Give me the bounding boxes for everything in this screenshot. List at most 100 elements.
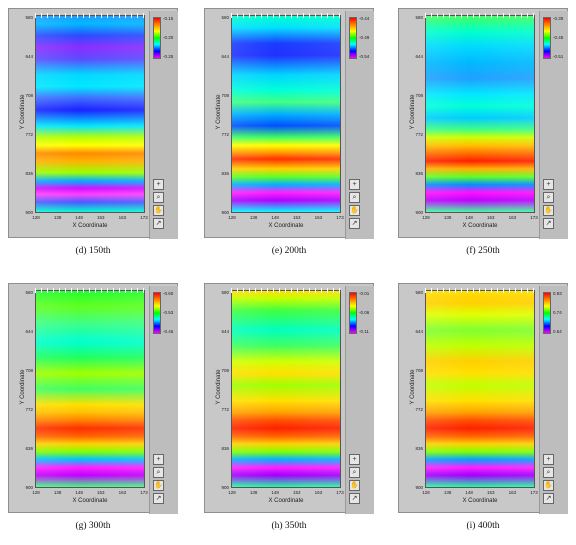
hand-icon: ✋: [154, 482, 163, 489]
x-tick-label: 173: [530, 215, 538, 220]
y-tick-label: 708: [415, 368, 423, 373]
colorbar-tick-label: -0.51: [553, 54, 564, 59]
heatmap-shading: [232, 16, 340, 212]
heatmap-bands: [426, 16, 534, 212]
hand-tool-button[interactable]: ✋: [349, 480, 360, 491]
colorbar-tick-label: -0.45: [553, 35, 564, 40]
zoom-icon: ⌕: [352, 194, 357, 201]
colorbar-tick-label: 0.74: [553, 310, 562, 315]
cursor-icon: ↗: [351, 220, 358, 227]
figure-caption: (i) 400th: [466, 521, 500, 531]
y-tick-label: 772: [25, 132, 33, 137]
x-axis-label: X Coordinate: [462, 223, 498, 229]
y-tick-label: 772: [25, 407, 33, 412]
graph-frame: Y Coordinate 580 644 708 772 836 900 128 138 148 1…: [8, 8, 178, 239]
y-tick-label: 708: [25, 93, 33, 98]
figure-caption: (f) 250th: [466, 246, 500, 256]
x-tick-label: 153: [487, 215, 495, 220]
zoom-icon: ⌕: [546, 194, 551, 201]
hand-tool-button[interactable]: ✋: [543, 205, 554, 216]
colorbar: [349, 17, 357, 59]
hand-tool-button[interactable]: ✋: [153, 480, 164, 491]
x-tick-label: 163: [508, 490, 517, 495]
heatmap-shading: [36, 291, 144, 487]
graph-frame: Y Coordinate 580 644 708 772 836 900 128 138 148 1…: [204, 283, 374, 514]
zoom-icon: ⌕: [156, 469, 161, 476]
cursor-icon: ↗: [545, 220, 552, 227]
y-tick-label: 580: [25, 15, 33, 20]
zoom-tool-button[interactable]: ⌕: [153, 192, 164, 203]
x-tick-label: 173: [336, 490, 344, 495]
colorbar-tick-label: -0.11: [359, 329, 369, 334]
x-tick-label: 138: [53, 215, 62, 220]
x-axis-label: X Coordinate: [268, 223, 304, 229]
top-axis-ticks: [35, 13, 145, 18]
zoom-tool-button[interactable]: ⌕: [153, 467, 164, 478]
plus-tool-button[interactable]: +: [349, 454, 360, 465]
cursor-tool-button[interactable]: ↗: [543, 493, 554, 504]
colorbar-tick-label: -0.06: [359, 310, 370, 315]
zoom-tool-button[interactable]: ⌕: [543, 192, 554, 203]
cursor-icon: ↗: [155, 495, 162, 502]
y-tick-label: 580: [415, 15, 423, 20]
y-tick-label: 900: [415, 485, 423, 490]
colorbar-tick-label: -0.25: [163, 54, 174, 59]
zoom-tool-button[interactable]: ⌕: [349, 467, 360, 478]
hand-tool-button[interactable]: ✋: [543, 480, 554, 491]
x-tick-label: 138: [249, 490, 258, 495]
zoom-tool-button[interactable]: ⌕: [349, 192, 360, 203]
graph-palette: + ⌕ ✋ ↗: [349, 454, 363, 506]
cursor-tool-button[interactable]: ↗: [153, 493, 164, 504]
y-tick-label: 580: [25, 290, 33, 295]
heatmap-panel: Y Coordinate 580 644 708 772 836 900 128 138 148 1…: [8, 8, 178, 260]
graph-palette: + ⌕ ✋ ↗: [349, 179, 363, 231]
colorbar-tick-label: -0.20: [163, 35, 174, 40]
heatmap-panel: Y Coordinate 580 644 708 772 836 900 128 138 148 1…: [8, 283, 178, 535]
cursor-tool-button[interactable]: ↗: [349, 218, 360, 229]
plus-icon: +: [352, 181, 357, 188]
plus-tool-button[interactable]: +: [349, 179, 360, 190]
x-tick-label: 173: [336, 215, 344, 220]
graph-palette: + ⌕ ✋ ↗: [153, 179, 167, 231]
zoom-tool-button[interactable]: ⌕: [543, 467, 554, 478]
hand-tool-button[interactable]: ✋: [153, 205, 164, 216]
cursor-tool-button[interactable]: ↗: [153, 218, 164, 229]
colorbar: [543, 292, 551, 334]
y-tick-label: 772: [415, 407, 423, 412]
y-tick-label: 836: [25, 446, 33, 451]
y-tick-label: 708: [221, 93, 229, 98]
plus-tool-button[interactable]: +: [153, 179, 164, 190]
heatmap-panel: Y Coordinate 580 644 708 772 836 900 128 138 148 1…: [204, 8, 374, 260]
cursor-tool-button[interactable]: ↗: [349, 493, 360, 504]
heatmap-bands: [426, 291, 534, 487]
plus-icon: +: [352, 456, 357, 463]
top-axis-ticks: [231, 13, 341, 18]
x-tick-label: 173: [140, 490, 148, 495]
cursor-tool-button[interactable]: ↗: [543, 218, 554, 229]
top-axis-ticks: [231, 288, 341, 293]
heatmap-bands: [36, 16, 144, 212]
hand-icon: ✋: [154, 207, 163, 214]
x-tick-label: 153: [97, 215, 105, 220]
heatmap-plot: [231, 290, 341, 488]
plus-tool-button[interactable]: +: [543, 454, 554, 465]
heatmap-plot: [35, 15, 145, 213]
x-tick-label: 138: [443, 490, 452, 495]
y-tick-label: 708: [25, 368, 33, 373]
y-tick-label: 772: [415, 132, 423, 137]
y-tick-label: 644: [415, 329, 423, 334]
heatmap-bands: [232, 291, 340, 487]
x-tick-label: 138: [443, 215, 452, 220]
hand-tool-button[interactable]: ✋: [349, 205, 360, 216]
plus-icon: +: [546, 181, 551, 188]
x-tick-label: 148: [271, 215, 279, 220]
y-tick-label: 644: [221, 329, 229, 334]
x-tick-label: 153: [293, 215, 301, 220]
heatmap-shading: [426, 291, 534, 487]
colorbar-tick-label: -0.53: [163, 310, 174, 315]
plus-icon: +: [156, 456, 161, 463]
plus-tool-button[interactable]: +: [153, 454, 164, 465]
plus-tool-button[interactable]: +: [543, 179, 554, 190]
y-tick-label: 580: [221, 15, 229, 20]
top-axis-ticks: [35, 288, 145, 293]
